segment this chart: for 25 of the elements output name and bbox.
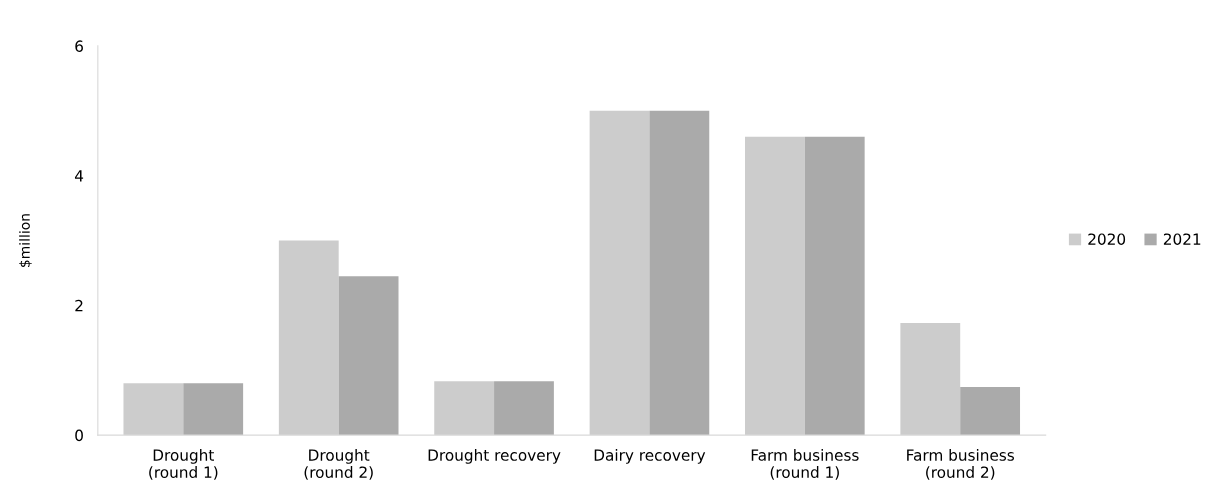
y-axis-title: $million bbox=[19, 214, 32, 267]
y-tick-label: 0 bbox=[75, 429, 83, 442]
y-tick-label: 4 bbox=[74, 170, 84, 182]
x-tick-label: Drought (round 1) bbox=[149, 449, 218, 480]
bar bbox=[123, 383, 184, 436]
y-tick-label: 2 bbox=[75, 299, 83, 312]
x-tick-label: Drought recovery bbox=[428, 449, 561, 464]
bar bbox=[960, 387, 1021, 436]
bar bbox=[804, 136, 865, 436]
bar bbox=[589, 110, 650, 436]
bar bbox=[338, 276, 399, 436]
x-tick-label: Dairy recovery bbox=[594, 449, 706, 464]
bar bbox=[183, 383, 244, 436]
y-tick-label: 6 bbox=[75, 40, 83, 52]
x-tick-label: Drought (round 2) bbox=[304, 449, 373, 480]
bar bbox=[745, 136, 805, 436]
legend-label: 2020 bbox=[1088, 233, 1126, 245]
x-tick-label: Farm business (round 2) bbox=[907, 449, 1015, 480]
bar bbox=[434, 381, 495, 436]
legend-label: 2021 bbox=[1163, 233, 1201, 245]
bar bbox=[494, 381, 554, 436]
bar bbox=[649, 110, 710, 436]
x-tick-label: Farm business (round 1) bbox=[751, 449, 859, 480]
bar bbox=[900, 322, 961, 436]
bar bbox=[278, 240, 339, 436]
